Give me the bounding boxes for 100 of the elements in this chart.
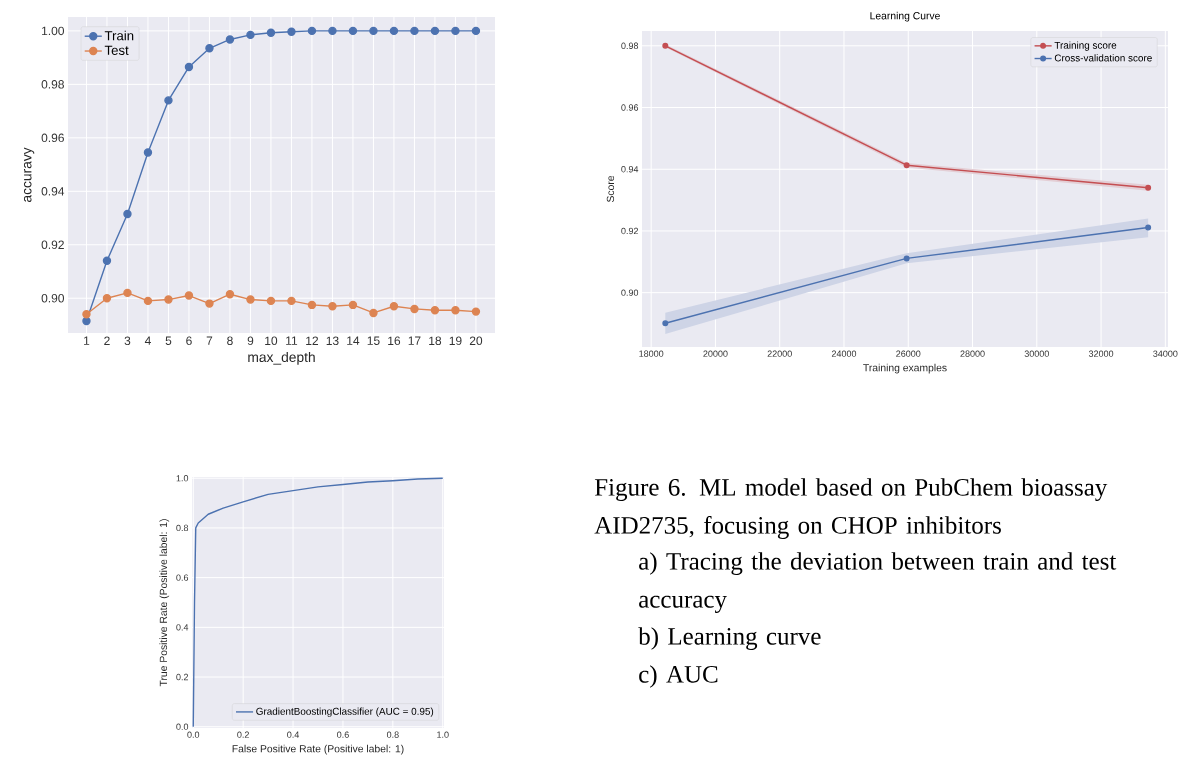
legend-label: Test	[104, 45, 129, 55]
point	[307, 26, 317, 36]
point	[123, 288, 132, 298]
y-tick-label: 0.8	[176, 524, 189, 532]
point	[225, 35, 235, 44]
point	[471, 26, 481, 36]
x-tick-label: 5	[165, 336, 172, 345]
x-tick-label: 0.8	[386, 731, 399, 738]
x-tick-label: 1	[84, 336, 90, 345]
x-tick-label: 0.0	[187, 731, 200, 738]
y-axis-title: Score	[606, 175, 615, 203]
x-tick-label: 28000	[960, 350, 985, 357]
x-tick-label: 8	[227, 336, 233, 346]
point	[205, 44, 214, 53]
point	[903, 255, 910, 262]
point	[82, 316, 91, 326]
point	[662, 320, 669, 327]
point	[102, 256, 112, 265]
text: a) Tracing the deviation between train and test accuracy	[639, 552, 1117, 613]
point	[903, 162, 910, 169]
y-tick-label: 0.0	[176, 723, 189, 730]
x-tick-label: 18	[429, 336, 442, 346]
x-tick-label: 10	[265, 336, 278, 346]
point	[348, 300, 358, 310]
y-tick-label: 0.4	[176, 624, 189, 631]
x-tick-label: 0.4	[287, 731, 300, 738]
x-tick-label: 9	[247, 336, 254, 346]
point	[1145, 224, 1152, 231]
point	[1145, 184, 1152, 191]
point	[307, 300, 317, 310]
x-tick-label: 15	[367, 336, 380, 345]
x-tick-label: 17	[408, 336, 421, 345]
x-tick-label: 0.2	[237, 731, 249, 738]
point	[164, 96, 173, 105]
text: b) Learning curve	[638, 627, 821, 650]
point	[662, 42, 669, 49]
point	[389, 26, 399, 36]
point	[184, 62, 194, 72]
point	[471, 307, 481, 316]
x-tick-label: 11	[286, 336, 298, 345]
x-tick-label: 22000	[767, 350, 792, 357]
y-tick-label: 0.96	[621, 104, 639, 111]
point	[451, 26, 460, 36]
y-tick-label: 0.94	[621, 166, 639, 173]
point	[225, 290, 235, 299]
point	[164, 295, 173, 304]
y-tick-label: 0.92	[621, 227, 639, 235]
x-tick-label: 24000	[831, 350, 857, 357]
x-tick-label: 2	[104, 336, 110, 345]
point	[348, 26, 358, 36]
point	[410, 26, 419, 36]
x-axis-title: max_depth	[248, 351, 315, 365]
x-tick-label: 12	[306, 336, 319, 345]
x-tick-label: 1.0	[437, 731, 449, 738]
point	[246, 295, 255, 304]
line-series	[192, 477, 444, 728]
y-tick-label: 0.6	[176, 574, 189, 581]
point	[266, 28, 276, 37]
legend-label: Cross-validation score	[1054, 54, 1152, 62]
y-tick-label: 0.96	[41, 133, 64, 143]
x-tick-label: 6	[186, 336, 192, 346]
legend-label: GradientBoostingClassifier (AUC = 0.95)	[256, 707, 434, 717]
x-tick-label: 32000	[1088, 350, 1114, 357]
y-axis-title: True Positive Rate (Positive label: 1)	[159, 519, 170, 687]
y-tick-label: 0.94	[41, 187, 65, 196]
point	[369, 308, 378, 318]
point	[430, 26, 440, 36]
x-tick-label: 16	[388, 336, 401, 346]
point	[369, 26, 378, 36]
x-axis-title: False Positive Rate (Positive label: 1)	[232, 744, 404, 755]
x-tick-label: 4	[144, 336, 151, 345]
point	[246, 30, 255, 40]
y-tick-label: 1.0	[176, 475, 189, 482]
legend-label: Train	[104, 30, 134, 41]
point	[205, 299, 214, 308]
point	[410, 304, 419, 314]
point	[328, 302, 337, 311]
y-tick-label: 1.00	[42, 26, 65, 36]
point	[266, 296, 276, 306]
y-tick-label: 0.98	[621, 42, 639, 49]
y-axis-title: accuravy	[23, 147, 35, 203]
x-tick-label: 20000	[703, 350, 728, 357]
legend-label: Training score	[1054, 41, 1117, 51]
point	[389, 302, 399, 311]
x-tick-label: 18000	[639, 350, 664, 357]
point	[102, 294, 112, 303]
x-axis-title: Training examples	[863, 363, 947, 374]
point	[143, 148, 153, 157]
y-tick-label: 0.90	[41, 293, 65, 303]
y-tick-label: 0.2	[176, 673, 189, 681]
point	[123, 209, 132, 219]
y-tick-label: 0.98	[41, 80, 64, 89]
x-tick-label: 3	[124, 336, 131, 346]
point	[143, 296, 153, 306]
x-tick-label: 0.6	[337, 731, 349, 738]
point	[82, 310, 91, 319]
x-tick-label: 19	[449, 336, 462, 346]
chart-title: Learning Curve	[870, 11, 940, 22]
x-tick-label: 34000	[1153, 350, 1178, 357]
point	[287, 27, 296, 36]
